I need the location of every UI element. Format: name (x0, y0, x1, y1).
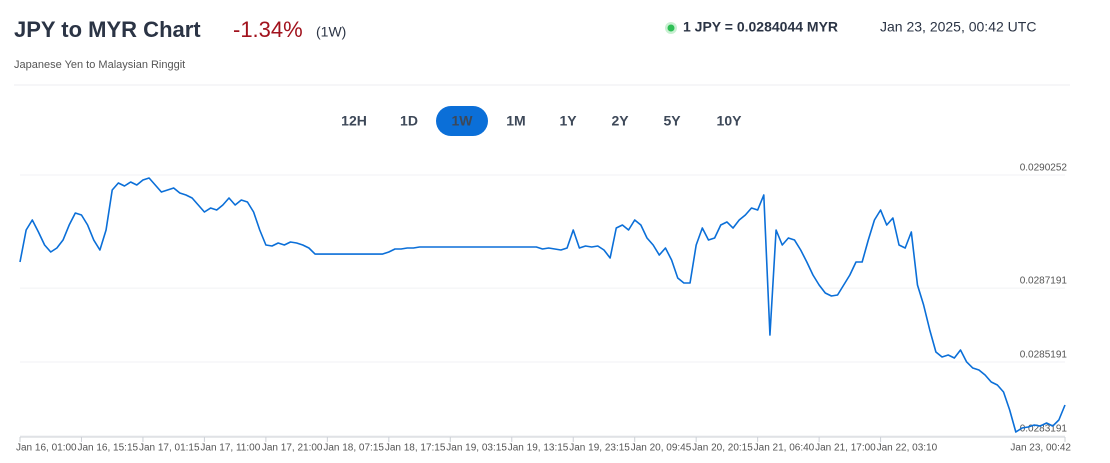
x-tick-label: Jan 18, 17:15 (385, 443, 446, 454)
range-button[interactable]: 1W (452, 113, 474, 129)
period: (1W) (316, 24, 346, 40)
x-tick-label: Jan 19, 03:15 (446, 443, 507, 454)
range-button[interactable]: 1M (506, 113, 525, 129)
x-tick-label: Jan 21, 17:00 (815, 443, 876, 454)
range-buttons: 12H 1D 1W 1M 1Y 2Y 5Y 10Y (341, 106, 742, 136)
range-button[interactable]: 12H (341, 113, 367, 129)
range-button[interactable]: 2Y (611, 113, 629, 129)
y-tick-label: 0.0290252 (1020, 163, 1068, 174)
x-tick-label: Jan 16, 01:00 (16, 443, 77, 454)
x-tick-label: Jan 20, 09:45 (631, 443, 692, 454)
range-button[interactable]: 1D (400, 113, 418, 129)
price-line (19, 177, 1066, 433)
range-button[interactable]: 1Y (559, 113, 577, 129)
chart: 0.0283191 0.0285191 0.0287191 0.0290252 Jan … (16, 163, 1071, 454)
x-tick-label: Jan 20, 20:15 (692, 443, 753, 454)
subtitle: Japanese Yen to Malaysian Ringgit (14, 59, 185, 71)
title: JPY to MYR Chart (14, 17, 201, 42)
x-tick-label: Jan 23, 00:42 (1010, 443, 1071, 454)
x-tick-label: Jan 17, 21:00 (262, 443, 323, 454)
rate: 1 JPY = 0.0284044 MYR (683, 19, 838, 35)
live-dot (667, 24, 675, 32)
x-tick-label: Jan 17, 11:00 (200, 443, 260, 454)
x-tick-label: Jan 18, 07:15 (323, 443, 384, 454)
range-button[interactable]: 10Y (717, 113, 743, 129)
x-tick-label: Jan 19, 13:15 (508, 443, 569, 454)
x-tick-label: Jan 16, 15:15 (77, 443, 138, 454)
change: -1.34% (233, 17, 303, 42)
y-tick-label: 0.0285191 (1020, 350, 1068, 361)
x-tick-label: Jan 19, 23:15 (569, 443, 630, 454)
y-tick-label: 0.0287191 (1020, 276, 1068, 287)
range-button[interactable]: 5Y (663, 113, 681, 129)
x-tick-label: Jan 21, 06:40 (754, 443, 815, 454)
x-tick-label: Jan 22, 03:10 (877, 443, 938, 454)
active-button-bg (436, 106, 488, 136)
x-tick-label: Jan 17, 01:15 (139, 443, 200, 454)
timestamp: Jan 23, 2025, 00:42 UTC (880, 19, 1036, 35)
y-tick-label: 0.0283191 (1020, 424, 1068, 435)
